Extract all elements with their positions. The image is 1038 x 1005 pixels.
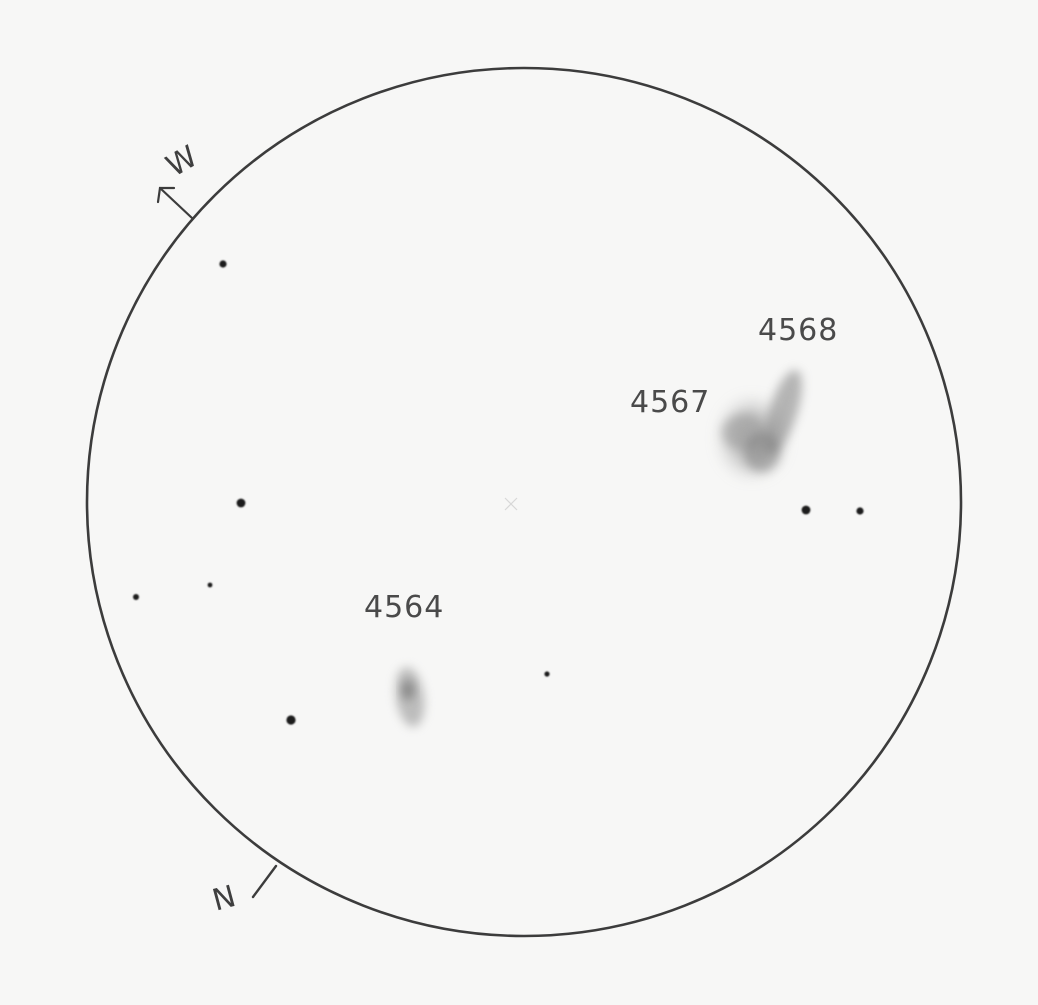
star xyxy=(133,594,139,600)
west-arrow-icon xyxy=(156,186,194,220)
star xyxy=(286,715,296,725)
galaxy-label-4564: 4564 xyxy=(364,590,444,625)
field-of-view-circle xyxy=(85,66,963,938)
north-tick xyxy=(251,864,278,899)
field-stars xyxy=(133,260,864,725)
star xyxy=(856,507,864,515)
star xyxy=(207,582,213,588)
galaxy-4567-4568 xyxy=(722,369,803,472)
galaxy-label-4568: 4568 xyxy=(758,313,838,348)
star xyxy=(544,671,550,677)
center-mark xyxy=(504,497,518,511)
galaxy-4564 xyxy=(395,667,425,727)
galaxy-label-4567: 4567 xyxy=(630,385,710,420)
star xyxy=(236,498,246,508)
star xyxy=(801,505,811,515)
star xyxy=(219,260,227,268)
